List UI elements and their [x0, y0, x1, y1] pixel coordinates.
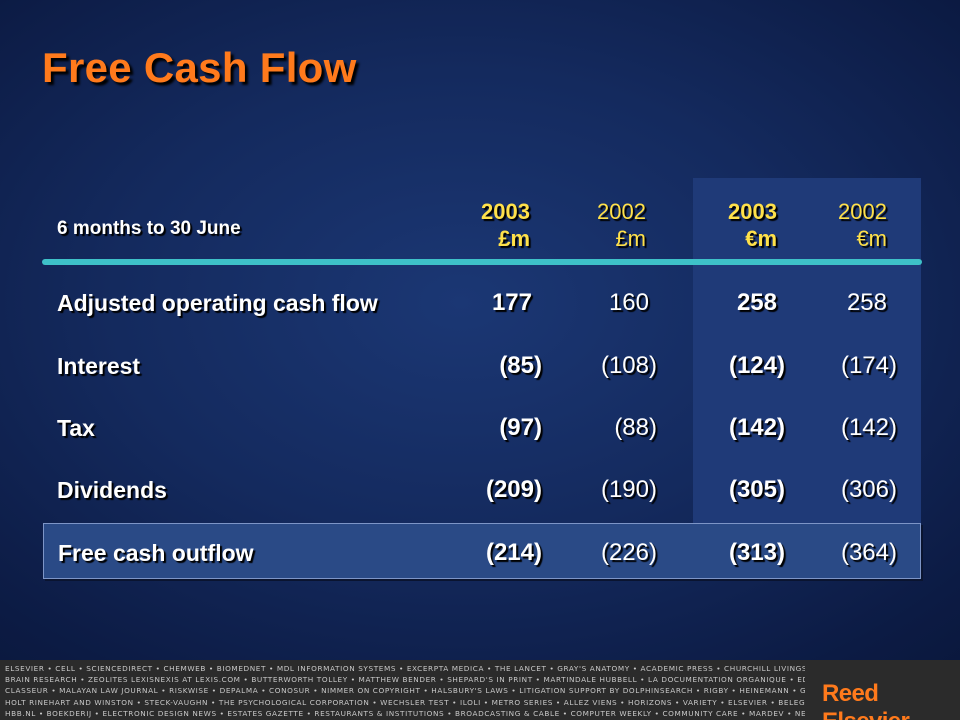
cell-dividends-2003-gbp: (209): [485, 476, 542, 503]
cell-tax-2003-eur: (142): [728, 414, 785, 441]
cell-interest-2003-gbp: (85): [499, 352, 542, 379]
cell-tax-2003-gbp: (97): [499, 414, 542, 441]
row-label-tax: Tax: [57, 415, 95, 441]
column-unit: €m: [745, 226, 777, 251]
brand-line: HBB.NL • BOEKDERIJ • ELECTRONIC DESIGN N…: [5, 708, 805, 718]
cell-dividends-2002-eur: (306): [840, 476, 897, 503]
brand-line: CLASSEUR • MALAYAN LAW JOURNAL • RISKWIS…: [5, 686, 805, 696]
cell-dividends-2002-gbp: (190): [600, 476, 657, 503]
column-unit: €m: [856, 226, 887, 251]
column-unit: £m: [498, 226, 530, 251]
period-label: 6 months to 30 June: [57, 218, 241, 239]
cell-operating-2002-eur: 258: [846, 289, 887, 316]
brand-line: BRAIN RESEARCH • ZEOLITES LEXISNEXIS AT …: [5, 675, 805, 685]
cell-operating-2003-eur: 258: [736, 289, 777, 316]
brand-line: HOLT RINEHART AND WINSTON • STECK-VAUGHN…: [5, 697, 805, 707]
column-header-2002-gbp: 2002 £m: [536, 198, 646, 252]
row-label-free-cash-outflow: Free cash outflow: [58, 540, 254, 566]
brand-line: ELSEVIER • CELL • SCIENCEDIRECT • CHEMWE…: [5, 664, 805, 673]
cell-interest-2002-eur: (174): [840, 352, 897, 379]
reed-elsevier-logo: Reed Elsevier: [822, 680, 910, 720]
column-header-2003-eur: 2003 €m: [667, 198, 777, 252]
column-year: 2003: [728, 199, 777, 224]
total-row-highlight: [43, 523, 921, 579]
row-label-interest: Interest: [57, 353, 141, 379]
cell-interest-2002-gbp: (108): [600, 352, 657, 379]
column-year: 2002: [597, 199, 646, 224]
column-year: 2002: [838, 199, 887, 224]
row-label-dividends: Dividends: [57, 477, 167, 503]
cell-total-2003-eur: (313): [728, 539, 785, 566]
cell-dividends-2003-eur: (305): [728, 476, 785, 503]
cell-operating-2003-gbp: 177: [491, 289, 532, 316]
column-year: 2003: [481, 199, 530, 224]
column-header-2003-gbp: 2003 £m: [420, 198, 530, 252]
cell-tax-2002-eur: (142): [840, 414, 897, 441]
euro-columns-panel: [693, 178, 921, 524]
cell-total-2002-gbp: (226): [600, 539, 657, 566]
column-unit: £m: [615, 226, 646, 251]
cell-interest-2003-eur: (124): [728, 352, 785, 379]
cell-total-2003-gbp: (214): [485, 539, 542, 566]
brand-list: ELSEVIER • CELL • SCIENCEDIRECT • CHEMWE…: [5, 663, 805, 719]
header-divider: [42, 259, 922, 265]
row-label-operating-cash-flow: Adjusted operating cash flow: [57, 290, 378, 316]
brands-footer: ELSEVIER • CELL • SCIENCEDIRECT • CHEMWE…: [0, 660, 960, 720]
column-header-2002-eur: 2002 €m: [777, 198, 887, 252]
cell-total-2002-eur: (364): [840, 539, 897, 566]
page-title: Free Cash Flow: [42, 44, 357, 91]
cell-tax-2002-gbp: (88): [614, 414, 657, 441]
cell-operating-2002-gbp: 160: [608, 289, 649, 316]
